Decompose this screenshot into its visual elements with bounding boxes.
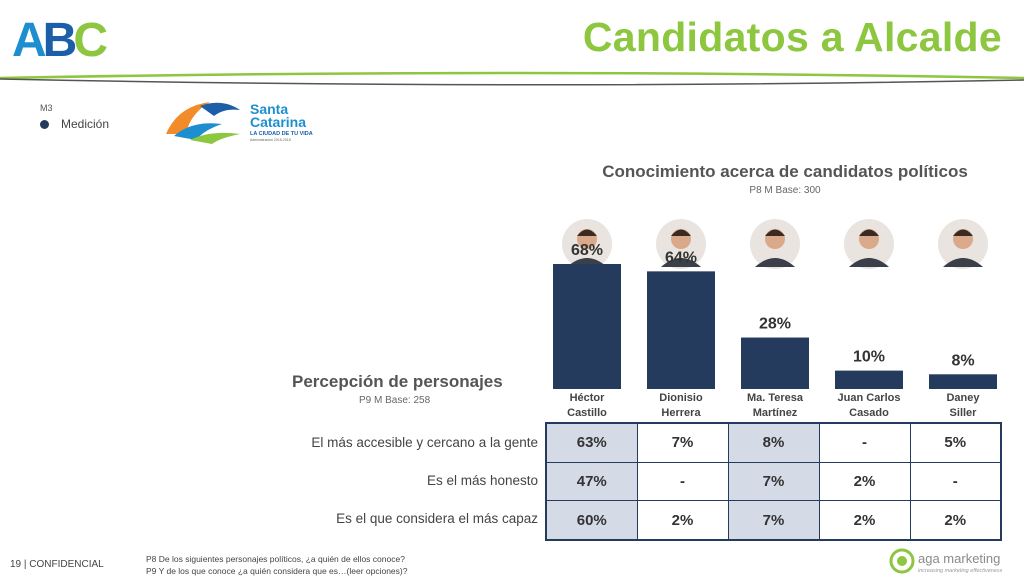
candidate-name-label: Castillo bbox=[567, 407, 607, 419]
footer-note: P9 Y de los que conoce ¿a quién consider… bbox=[146, 566, 408, 576]
perception-base: P9 M Base: 258 bbox=[359, 395, 431, 406]
table-cell: 2% bbox=[818, 461, 911, 502]
chart-title: Conocimiento acerca de candidatos políti… bbox=[602, 162, 968, 181]
table-cell: 8% bbox=[727, 422, 820, 463]
section-code: M3 bbox=[40, 103, 53, 113]
candidate-name-label: Héctor bbox=[570, 392, 606, 404]
section-label: Medición bbox=[61, 117, 110, 131]
table-cell: - bbox=[818, 422, 911, 463]
chart-subtitle: P8 M Base: 300 bbox=[749, 185, 821, 196]
sc-logo-tagline: LA CIUDAD DE TU VIDA bbox=[250, 131, 313, 137]
candidate-name-label: Siller bbox=[950, 407, 978, 419]
perception-row-label: Es el que considera el más capaz bbox=[336, 511, 538, 526]
candidate-avatar bbox=[938, 219, 988, 269]
candidate-avatar bbox=[750, 219, 800, 269]
bar bbox=[929, 374, 997, 389]
santa-catarina-logo: Santa Catarina LA CIUDAD DE TU VIDA Admi… bbox=[166, 101, 313, 144]
table-cell: 60% bbox=[545, 500, 638, 541]
bar bbox=[741, 337, 809, 389]
perception-row-label: Es el más honesto bbox=[426, 473, 538, 488]
knowledge-bar-chart: 68% Héctor Castillo 64% Dionisio Herrera 28% Ma… bbox=[553, 219, 997, 419]
bar-value-label: 8% bbox=[951, 352, 974, 369]
footer-notes: P8 De los siguientes personajes político… bbox=[146, 553, 407, 577]
abc-logo: ABC bbox=[12, 14, 111, 60]
bar-value-label: 68% bbox=[571, 242, 603, 259]
bar bbox=[647, 271, 715, 389]
candidate-name-label: Ma. Teresa bbox=[747, 392, 804, 404]
aga-brand: aga marketing bbox=[918, 551, 1000, 566]
table-cell: 63% bbox=[545, 422, 638, 463]
aga-marketing-logo: aga marketing increasing marketing effec… bbox=[889, 548, 1003, 574]
table-cell: - bbox=[909, 461, 1002, 502]
sc-logo-sub: Administración 2015-2018 bbox=[250, 138, 291, 142]
candidate-avatar bbox=[844, 219, 894, 269]
candidate-name-label: Dionisio bbox=[659, 392, 703, 404]
candidate-name-label: Casado bbox=[849, 407, 889, 419]
bar-value-label: 28% bbox=[759, 316, 791, 333]
candidate-avatar bbox=[656, 219, 706, 269]
candidate-name-label: Daney bbox=[946, 392, 980, 404]
perception-title: Percepción de personajes bbox=[292, 372, 503, 391]
table-row: 60% 2% 7% 2% 2% bbox=[545, 500, 1002, 541]
footer-note: P8 De los siguientes personajes político… bbox=[146, 554, 405, 564]
bar bbox=[835, 370, 903, 389]
section-bullet-icon bbox=[40, 120, 49, 129]
table-cell: - bbox=[636, 461, 729, 502]
bar-value-label: 64% bbox=[665, 249, 697, 266]
table-row: 47% - 7% 2% - bbox=[545, 461, 1002, 502]
candidate-name-label: Herrera bbox=[661, 407, 701, 419]
candidate-name-label: Juan Carlos bbox=[838, 392, 901, 404]
candidate-name-label: Martínez bbox=[753, 407, 798, 419]
perception-row-label: El más accesible y cercano a la gente bbox=[311, 435, 538, 450]
sc-logo-line1: Santa bbox=[250, 101, 288, 117]
svg-text:ABC: ABC bbox=[12, 14, 107, 60]
table-cell: 7% bbox=[727, 500, 820, 541]
bar bbox=[553, 264, 621, 389]
perception-table: 63% 7% 8% - 5% 47% - 7% 2% - 60% 2% 7% 2… bbox=[545, 422, 1002, 541]
table-row: 63% 7% 8% - 5% bbox=[545, 422, 1002, 463]
table-cell: 2% bbox=[909, 500, 1002, 541]
table-cell: 2% bbox=[636, 500, 729, 541]
bar-value-label: 10% bbox=[853, 349, 885, 366]
aga-tagline: increasing marketing effectiveness bbox=[918, 568, 1003, 574]
table-cell: 7% bbox=[727, 461, 820, 502]
table-cell: 2% bbox=[818, 500, 911, 541]
sc-logo-line2: Catarina bbox=[250, 114, 306, 130]
table-cell: 47% bbox=[545, 461, 638, 502]
table-cell: 5% bbox=[909, 422, 1002, 463]
page-title: Candidatos a Alcalde bbox=[582, 14, 1002, 60]
page-number: 19 | CONFIDENCIAL bbox=[10, 559, 104, 570]
header-divider bbox=[0, 71, 1024, 86]
table-cell: 7% bbox=[636, 422, 729, 463]
